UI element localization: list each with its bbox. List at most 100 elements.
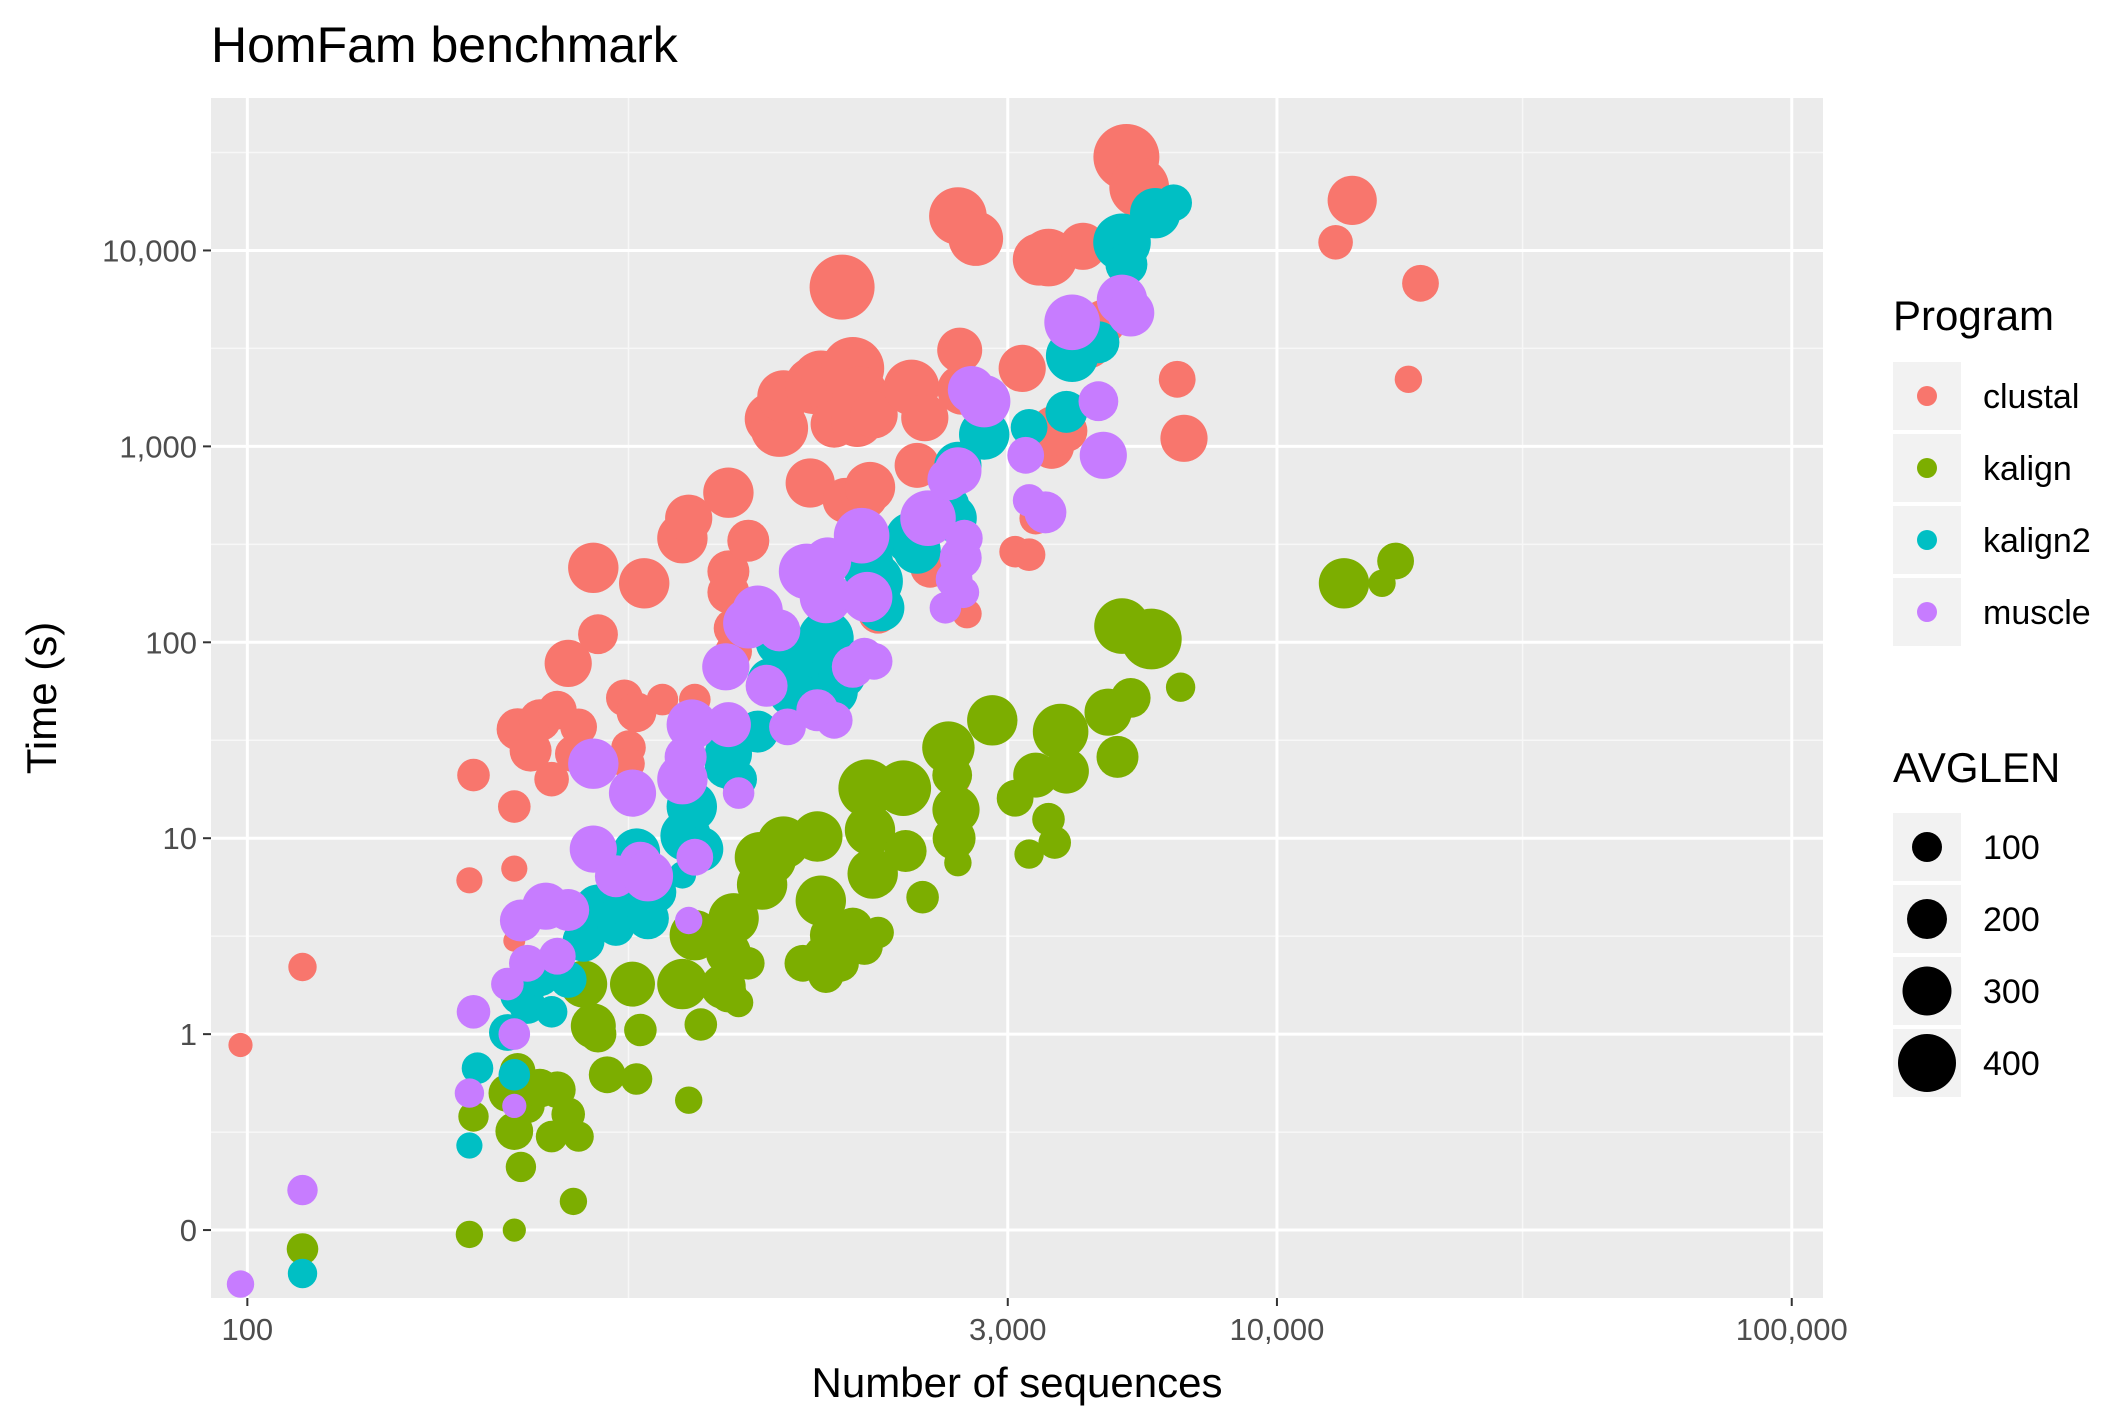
point-muscle	[945, 519, 983, 557]
point-clustal	[498, 790, 531, 823]
point-clustal	[844, 461, 896, 513]
point-muscle	[675, 906, 703, 935]
point-kalign	[967, 695, 1018, 746]
point-clustal	[456, 867, 483, 894]
point-clustal	[578, 614, 618, 655]
legend: Program clustal kalign kalign2 muscle AVGLE…	[1893, 292, 2091, 1097]
point-muscle	[900, 490, 956, 546]
point-kalign	[1096, 735, 1139, 778]
point-muscle	[622, 851, 674, 902]
point-clustal	[544, 639, 592, 688]
point-kalign	[559, 1187, 588, 1216]
point-clustal	[1402, 264, 1439, 302]
point-clustal	[809, 254, 875, 320]
x-tick-label: 3,000	[969, 1312, 1047, 1347]
point-kalign	[620, 1063, 653, 1095]
y-tick-label: 1,000	[119, 429, 197, 464]
point-kalign	[1014, 839, 1044, 869]
size-legend-title: AVGLEN	[1893, 744, 2060, 791]
point-muscle	[855, 642, 893, 680]
point-clustal	[560, 708, 597, 746]
point-kalign2	[1155, 184, 1192, 222]
size-label-200: 200	[1983, 901, 2040, 939]
point-kalign	[906, 880, 939, 914]
point-clustal	[288, 952, 317, 982]
point-muscle	[547, 889, 590, 931]
point-kalign2	[461, 1052, 494, 1084]
point-muscle	[1007, 436, 1045, 474]
point-clustal	[1012, 538, 1046, 571]
legend-label-kalign: kalign	[1983, 450, 2072, 488]
point-muscle	[702, 643, 750, 691]
point-clustal	[646, 683, 679, 716]
point-muscle	[538, 937, 576, 975]
point-kalign	[657, 958, 708, 1010]
point-kalign	[1165, 672, 1196, 702]
point-muscle	[1079, 431, 1127, 479]
point-muscle	[842, 571, 893, 623]
point-kalign	[1043, 748, 1089, 794]
point-kalign	[884, 830, 927, 872]
legend-swatch-muscle	[1917, 602, 1937, 622]
point-kalign	[588, 1056, 626, 1094]
point-muscle	[769, 708, 806, 746]
point-kalign2	[287, 1258, 318, 1289]
point-kalign	[792, 811, 843, 862]
point-clustal	[937, 327, 983, 373]
y-axis-title: Time (s)	[18, 622, 65, 774]
y-tick-label: 10	[163, 821, 197, 856]
point-muscle	[454, 1078, 485, 1108]
legend-swatch-kalign	[1917, 458, 1937, 478]
point-muscle	[509, 944, 546, 982]
legend-label-clustal: clustal	[1983, 378, 2079, 416]
point-kalign	[723, 987, 754, 1018]
point-kalign	[1038, 826, 1071, 859]
point-kalign	[535, 1120, 568, 1153]
size-swatch-100	[1912, 832, 1942, 862]
point-kalign	[624, 1013, 657, 1047]
point-muscle	[947, 576, 980, 609]
y-tick-label: 1	[180, 1017, 197, 1052]
legend-label-muscle: muscle	[1983, 594, 2091, 632]
point-clustal	[901, 394, 949, 442]
point-kalign	[286, 1233, 319, 1265]
point-clustal	[785, 458, 835, 508]
x-tick-label: 10,000	[1230, 1312, 1325, 1347]
point-kalign	[875, 760, 932, 816]
point-clustal	[703, 467, 754, 518]
point-muscle	[934, 447, 982, 495]
point-kalign	[1377, 542, 1414, 580]
point-muscle	[676, 838, 714, 876]
point-muscle	[498, 1018, 531, 1050]
size-legend-entries: 100 200 300 400	[1893, 813, 2040, 1097]
point-kalign	[732, 947, 765, 980]
x-axis-title: Number of sequences	[812, 1359, 1223, 1406]
point-muscle	[502, 1093, 527, 1118]
point-kalign	[853, 848, 896, 891]
point-kalign	[455, 1220, 484, 1249]
point-kalign	[944, 849, 972, 877]
point-muscle	[958, 375, 1011, 428]
point-muscle	[568, 738, 619, 789]
point-muscle	[1044, 294, 1100, 351]
point-muscle	[287, 1174, 318, 1206]
color-legend-entries: clustal kalign kalign2 muscle	[1893, 362, 2091, 646]
x-tick-label: 100	[221, 1312, 273, 1347]
point-muscle	[456, 995, 491, 1029]
point-kalign	[458, 1101, 489, 1132]
point-clustal	[616, 692, 657, 733]
size-label-300: 300	[1983, 973, 2040, 1011]
point-clustal	[998, 344, 1046, 392]
point-muscle	[758, 609, 801, 652]
legend-swatch-kalign2	[1917, 530, 1937, 550]
y-axis-ticks: 0 1 10 100 1,000 10,000	[102, 233, 211, 1248]
point-muscle	[799, 570, 853, 624]
point-kalign	[579, 1015, 617, 1053]
point-kalign2	[1045, 390, 1088, 433]
point-kalign2	[1010, 409, 1048, 446]
point-clustal	[948, 211, 1004, 266]
plot-panel	[211, 98, 1823, 1298]
size-label-400: 400	[1983, 1045, 2040, 1083]
point-clustal	[1158, 360, 1196, 398]
